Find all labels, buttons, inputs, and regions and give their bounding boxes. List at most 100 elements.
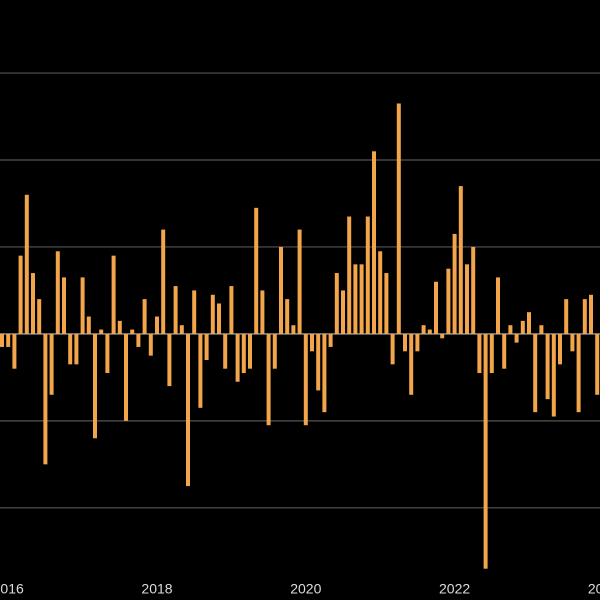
bar bbox=[489, 333, 494, 374]
bar bbox=[297, 229, 302, 334]
bar bbox=[266, 333, 271, 426]
bar bbox=[551, 333, 556, 417]
bar bbox=[427, 329, 432, 334]
bar bbox=[24, 194, 29, 334]
bar bbox=[589, 294, 593, 334]
bar bbox=[303, 333, 308, 426]
bar bbox=[527, 312, 531, 334]
bar bbox=[248, 333, 252, 369]
bar bbox=[434, 281, 438, 334]
bar bbox=[533, 333, 538, 413]
bar bbox=[167, 333, 172, 387]
bar bbox=[359, 264, 364, 334]
bar bbox=[514, 333, 519, 343]
x-tick-label: 2018 bbox=[141, 581, 172, 597]
bar bbox=[409, 333, 414, 395]
bar bbox=[477, 333, 482, 374]
bar bbox=[130, 329, 135, 334]
bar bbox=[186, 333, 190, 487]
bar bbox=[285, 299, 290, 334]
bar bbox=[545, 333, 550, 400]
bar bbox=[452, 233, 457, 334]
bar bbox=[12, 333, 17, 369]
bar bbox=[502, 333, 507, 369]
bar bbox=[558, 333, 562, 365]
bar bbox=[334, 273, 339, 334]
bar bbox=[328, 333, 333, 347]
bar bbox=[49, 333, 54, 395]
bar bbox=[365, 216, 370, 334]
bar bbox=[446, 268, 451, 334]
bar bbox=[155, 316, 159, 334]
bar bbox=[570, 333, 575, 352]
bar bbox=[260, 290, 265, 334]
bar bbox=[229, 286, 234, 334]
bar bbox=[564, 299, 569, 334]
bar bbox=[235, 333, 240, 382]
bar bbox=[161, 229, 166, 334]
bar bbox=[74, 333, 79, 365]
bar bbox=[279, 246, 283, 334]
bar bbox=[37, 299, 42, 334]
x-tick-label: 2020 bbox=[290, 581, 321, 597]
bar bbox=[204, 333, 209, 360]
bar bbox=[86, 316, 91, 334]
bar bbox=[465, 264, 469, 334]
bar bbox=[378, 251, 383, 334]
bar bbox=[217, 303, 221, 334]
bar bbox=[496, 277, 500, 334]
bar bbox=[223, 333, 228, 369]
x-tick-label: 2016 bbox=[0, 581, 24, 597]
bar bbox=[310, 333, 314, 352]
bar bbox=[415, 333, 420, 352]
bar bbox=[458, 186, 463, 334]
bar bbox=[43, 333, 48, 465]
bar bbox=[291, 325, 296, 334]
bar bbox=[0, 333, 4, 347]
bar bbox=[179, 325, 184, 334]
bar bbox=[18, 255, 23, 334]
bar bbox=[421, 325, 426, 334]
bar bbox=[192, 290, 197, 334]
bar bbox=[241, 333, 246, 374]
bar bbox=[316, 333, 321, 391]
bar bbox=[173, 286, 178, 334]
bar bbox=[372, 151, 376, 334]
bar bbox=[68, 333, 73, 365]
bar bbox=[347, 216, 352, 334]
bar bbox=[483, 333, 488, 569]
bar bbox=[396, 103, 401, 334]
bar bbox=[582, 299, 587, 334]
bar bbox=[403, 333, 407, 352]
bar bbox=[440, 333, 445, 339]
bar bbox=[148, 333, 153, 356]
bar bbox=[520, 320, 525, 334]
bar bbox=[539, 325, 544, 334]
bar bbox=[93, 333, 97, 439]
bar bbox=[595, 333, 600, 395]
bar bbox=[471, 246, 476, 334]
bar bbox=[111, 255, 116, 334]
bar bbox=[55, 251, 60, 334]
bar bbox=[142, 299, 147, 334]
bar bbox=[272, 333, 277, 369]
bar bbox=[390, 333, 395, 365]
bar bbox=[384, 273, 389, 334]
x-tick-label: 2024 bbox=[588, 581, 600, 597]
bar bbox=[6, 333, 11, 347]
bar bbox=[341, 290, 345, 334]
bar bbox=[322, 333, 327, 413]
bar bbox=[353, 264, 358, 334]
bar bbox=[508, 325, 513, 334]
bar bbox=[136, 333, 141, 347]
bar bbox=[62, 277, 66, 334]
bar bbox=[80, 277, 85, 334]
bar bbox=[576, 333, 581, 413]
bar bbox=[210, 294, 215, 334]
bar bbox=[31, 273, 35, 334]
bar bbox=[124, 333, 128, 421]
x-tick-label: 2022 bbox=[439, 581, 470, 597]
bar bbox=[99, 329, 104, 334]
